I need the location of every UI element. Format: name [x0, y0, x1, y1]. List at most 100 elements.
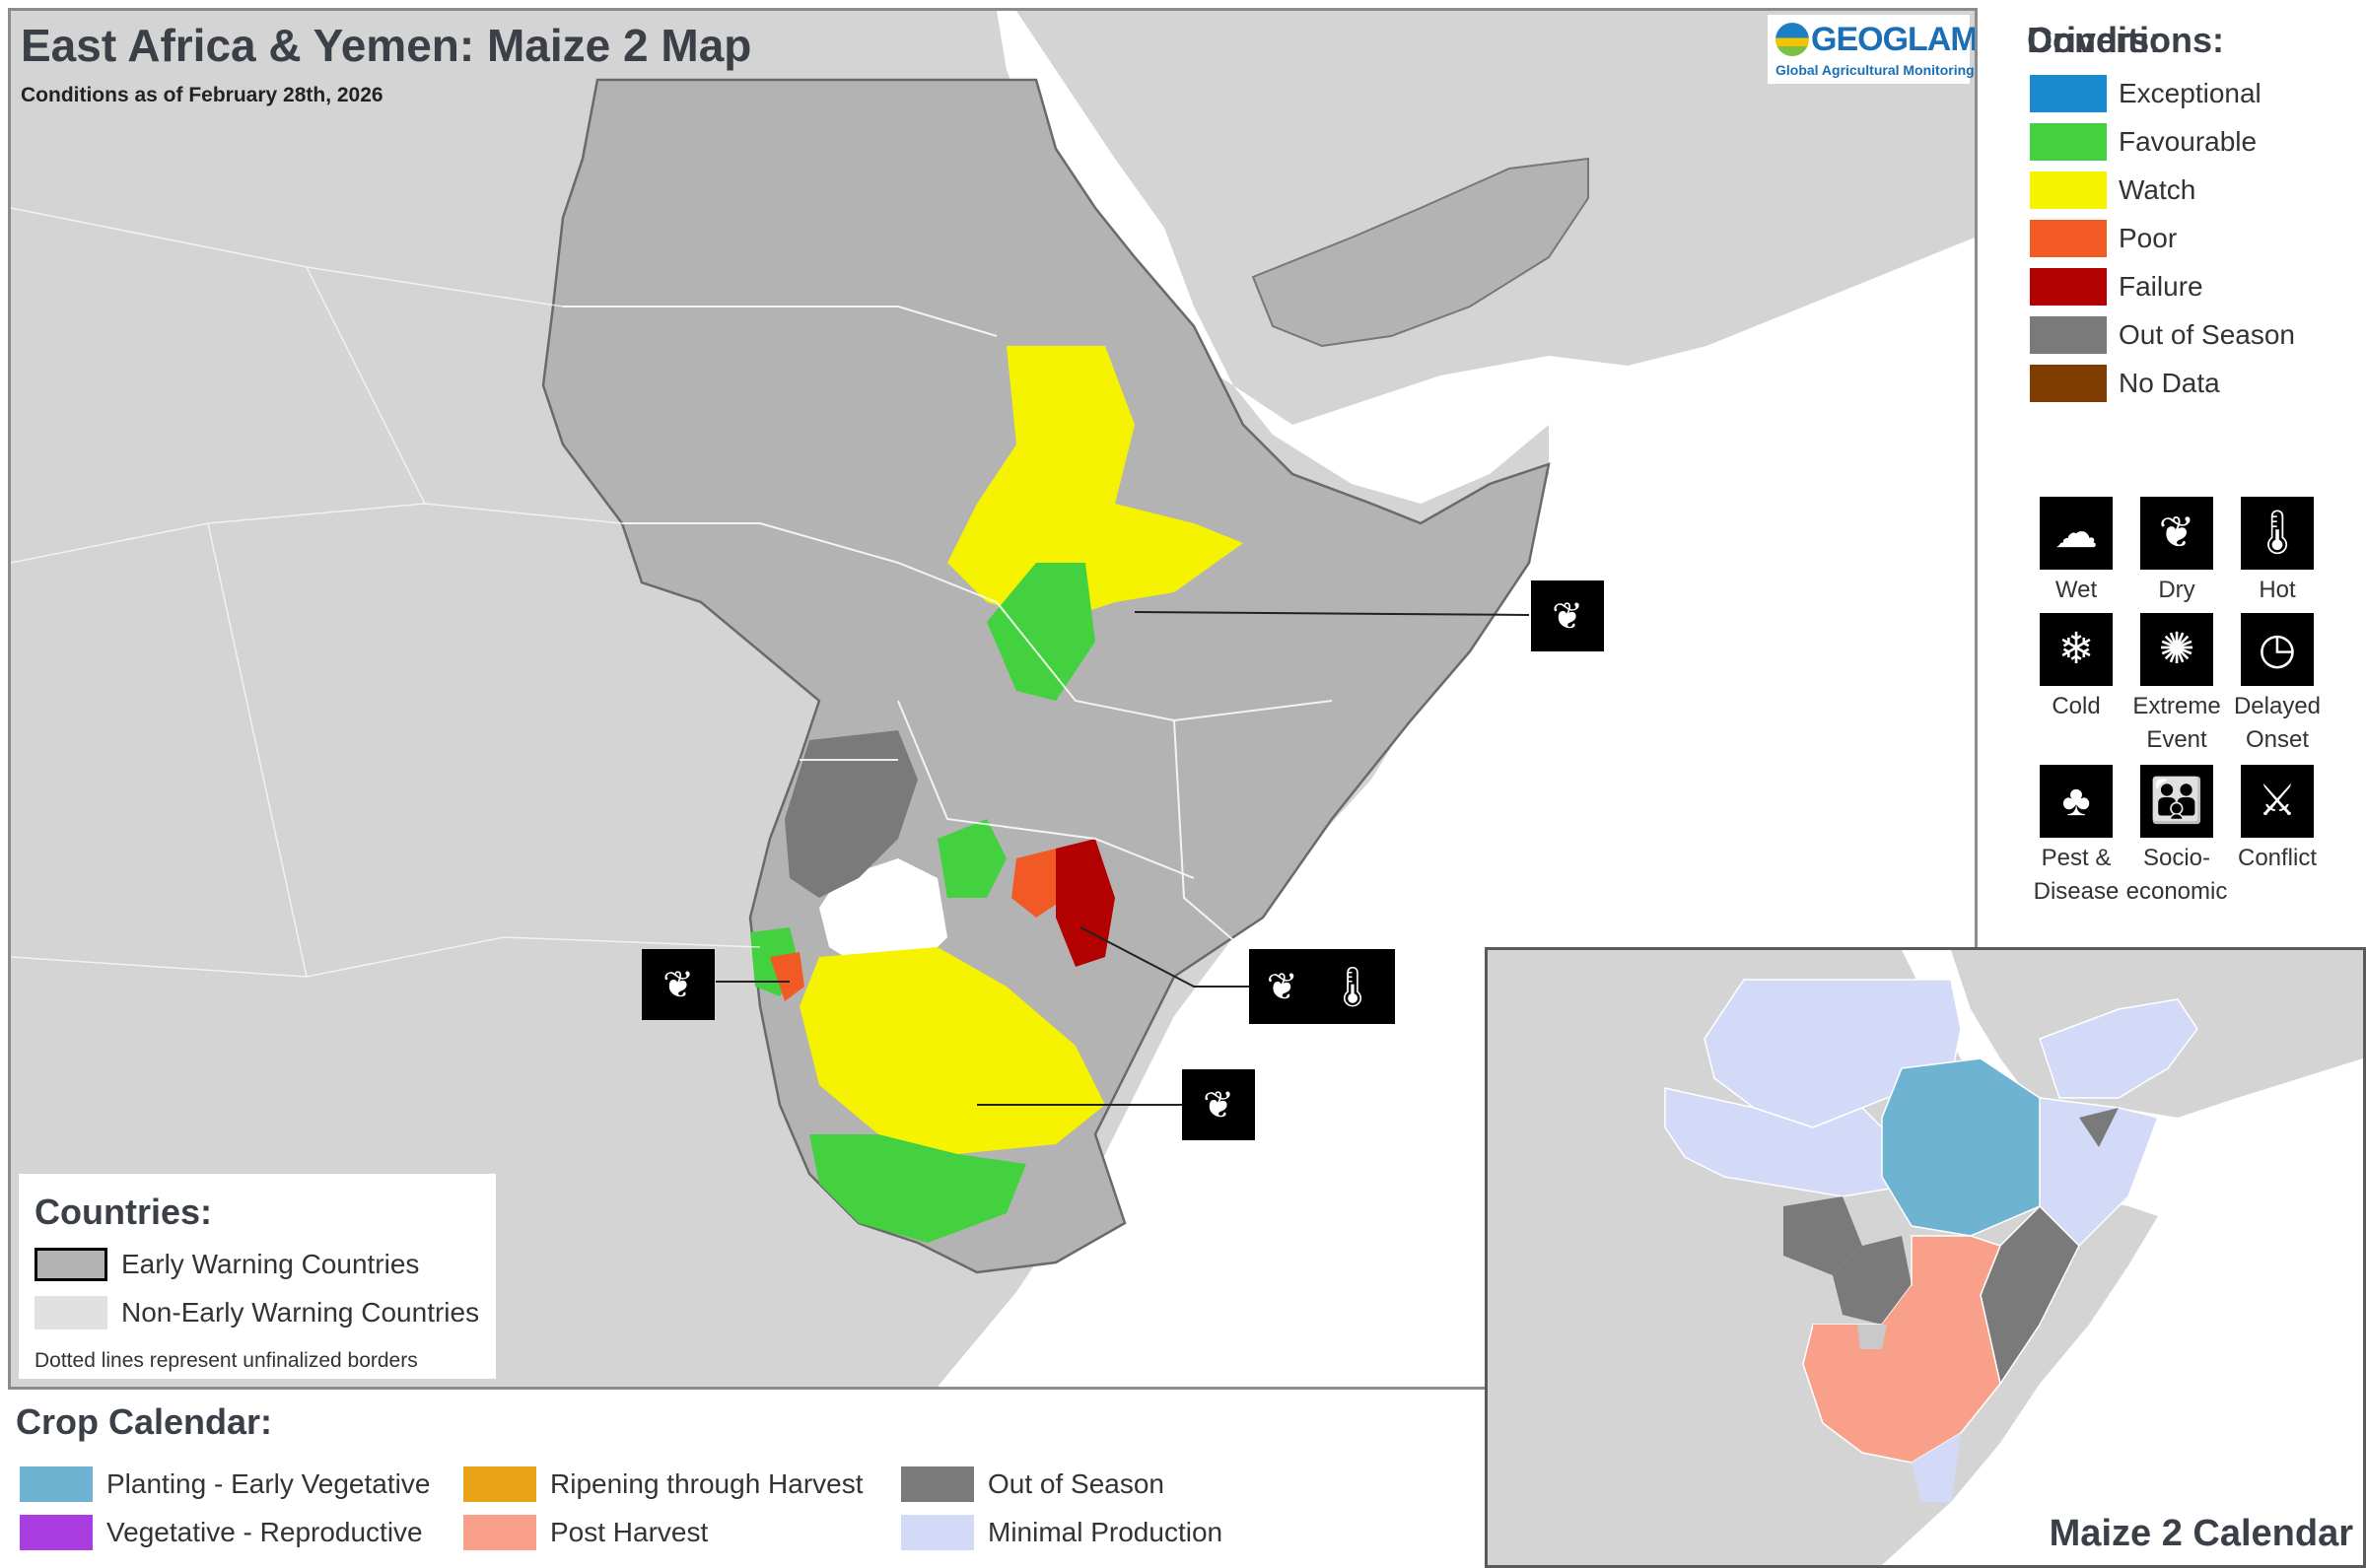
globe-icon [1775, 23, 1809, 56]
legend-label: Out of Season [988, 1468, 1165, 1499]
callout-burundi-dry: ❦ [642, 949, 715, 1020]
legend-item-poor: Poor [2030, 220, 2177, 257]
rain-cloud-icon: ☁ [2040, 497, 2113, 570]
driver-conflict: ⚔ Conflict [2226, 765, 2329, 875]
dry-seedling-icon: ❦ [1552, 595, 1583, 638]
callout-kenya-dry-hot: ❦ 🌡 [1249, 949, 1395, 1024]
driver-cold: ❄ Cold [2025, 613, 2127, 723]
legend-item-early-warning: Early Warning Countries [35, 1248, 419, 1281]
countries-legend: Countries: Early Warning Countries Non-E… [19, 1174, 496, 1379]
legend-item-exceptional: Exceptional [2030, 75, 2262, 112]
cal-out-of-season-swatch [901, 1466, 974, 1502]
legend-label: Poor [2119, 223, 2178, 253]
vegetative-swatch [20, 1515, 93, 1550]
legend-label: Failure [2119, 271, 2203, 302]
crop-calendar-legend: Crop Calendar: Planting - Early Vegetati… [0, 1399, 1479, 1568]
driver-socio-economic: 👪 Socio- economic [2125, 765, 2228, 909]
driver-dry: ❦ Dry [2125, 497, 2228, 607]
legend-item-cal-out-of-season: Out of Season [901, 1466, 1164, 1502]
no-data-swatch [2030, 365, 2107, 402]
legend-item-planting: Planting - Early Vegetative [20, 1466, 430, 1502]
cyclone-icon: ✺ [2140, 613, 2213, 686]
legend-item-failure: Failure [2030, 268, 2203, 306]
ripening-swatch [463, 1466, 536, 1502]
legend-label: Early Warning Countries [121, 1249, 420, 1279]
countries-legend-heading: Countries: [35, 1192, 212, 1232]
early-warning-swatch [35, 1248, 107, 1281]
legend-item-ripening: Ripening through Harvest [463, 1466, 864, 1502]
map-subtitle: Conditions as of February 28th, 2026 [21, 84, 383, 106]
driver-hot: 🌡 Hot [2226, 497, 2329, 607]
thermometer-icon: 🌡 [1327, 965, 1378, 1009]
driver-label: Socio- economic [2125, 845, 2228, 905]
crop-calendar-heading: Crop Calendar: [16, 1401, 273, 1442]
legend-label: Non-Early Warning Countries [121, 1297, 480, 1328]
legend-item-minimal-production: Minimal Production [901, 1515, 1222, 1550]
unfinalized-borders-note: Dotted lines represent unfinalized borde… [35, 1349, 418, 1372]
geoglam-logo: GEOGLAM Global Agricultural Monitoring [1768, 15, 1975, 84]
dry-seedling-icon: ❦ [1266, 966, 1298, 1008]
driver-label: Hot [2259, 577, 2296, 603]
main-map-canvas [11, 11, 1975, 1387]
legend-label: Ripening through Harvest [550, 1468, 864, 1499]
failure-swatch [2030, 268, 2107, 306]
map-title: East Africa & Yemen: Maize 2 Map [21, 20, 752, 71]
dead-trees-icon: ♣ [2040, 765, 2113, 838]
family-icon: 👪 [2140, 765, 2213, 838]
driver-label: Wet [2054, 577, 2098, 603]
out-of-season-swatch [2030, 316, 2107, 354]
exceptional-swatch [2030, 75, 2107, 112]
driver-label: Conflict [2237, 845, 2318, 871]
legend-label: Vegetative - Reproductive [106, 1517, 423, 1547]
driver-label: Extreme Event [2132, 693, 2221, 753]
legend-label: Out of Season [2119, 319, 2296, 350]
legend-label: Favourable [2119, 126, 2258, 157]
drivers-legend-heading: Drivers: [2027, 20, 2162, 60]
dry-seedling-icon: ❦ [2140, 497, 2213, 570]
inset-calendar-map: Maize 2 Calendar [1485, 947, 2366, 1568]
post-harvest-swatch [463, 1515, 536, 1550]
dry-seedling-icon: ❦ [662, 964, 694, 1006]
thermometer-icon: 🌡 [2241, 497, 2314, 570]
favourable-swatch [2030, 123, 2107, 161]
soldiers-icon: ⚔ [2241, 765, 2314, 838]
conditions-legend-heading: Conditions: [2027, 20, 2224, 60]
legend-label: No Data [2119, 368, 2220, 398]
driver-wet: ☁ Wet [2025, 497, 2127, 607]
driver-label: Pest & Disease [2033, 845, 2120, 905]
watch-swatch [2030, 171, 2107, 209]
driver-label: Dry [2158, 577, 2195, 603]
dry-seedling-icon: ❦ [1203, 1084, 1234, 1126]
driver-extreme-event: ✺ Extreme Event [2125, 613, 2228, 757]
inset-title: Maize 2 Calendar [2049, 1513, 2353, 1554]
poor-swatch [2030, 220, 2107, 257]
main-map: ❦ ❦ 🌡 ❦ ❦ East Africa & Yemen: Maize 2 M… [8, 8, 1978, 1390]
legend-item-out-of-season: Out of Season [2030, 316, 2295, 354]
driver-label: Cold [2052, 693, 2101, 719]
planting-swatch [20, 1466, 93, 1502]
legend-label: Exceptional [2119, 78, 2262, 108]
legend-item-post-harvest: Post Harvest [463, 1515, 708, 1550]
driver-pest-disease: ♣ Pest & Disease [2025, 765, 2127, 909]
legend-label: Planting - Early Vegetative [106, 1468, 431, 1499]
callout-ethiopia-dry: ❦ [1531, 580, 1604, 651]
conditions-drivers-panel: Conditions: Exceptional Favourable Watch… [2011, 0, 2366, 936]
legend-label: Post Harvest [550, 1517, 709, 1547]
logo-tagline: Global Agricultural Monitoring [1775, 62, 1975, 78]
snowflake-icon: ❄ [2040, 613, 2113, 686]
legend-item-no-data: No Data [2030, 365, 2220, 402]
driver-label: Delayed Onset [2233, 693, 2322, 753]
inset-map-canvas [1488, 950, 2363, 1565]
driver-delayed-onset: ◷ Delayed Onset [2226, 613, 2329, 757]
legend-label: Minimal Production [988, 1517, 1223, 1547]
legend-item-non-early-warning: Non-Early Warning Countries [35, 1296, 479, 1329]
logo-name: GEOGLAM [1811, 21, 1978, 58]
clock-icon: ◷ [2241, 613, 2314, 686]
legend-item-favourable: Favourable [2030, 123, 2257, 161]
callout-tanzania-dry: ❦ [1182, 1069, 1255, 1140]
legend-label: Watch [2119, 174, 2196, 205]
legend-item-watch: Watch [2030, 171, 2195, 209]
non-early-warning-swatch [35, 1296, 107, 1329]
minimal-production-swatch [901, 1515, 974, 1550]
legend-item-vegetative: Vegetative - Reproductive [20, 1515, 423, 1550]
